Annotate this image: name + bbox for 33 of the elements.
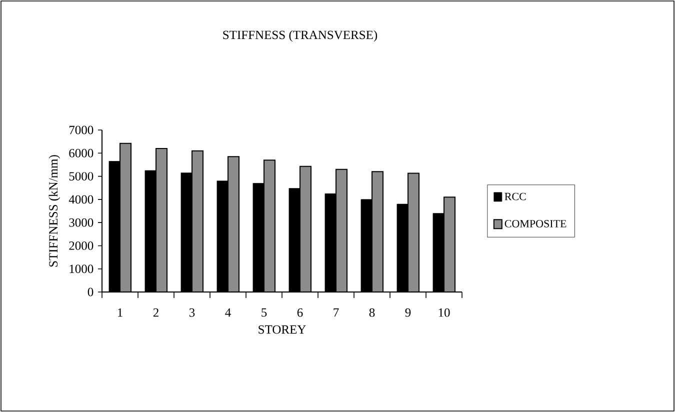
bar [156, 148, 168, 292]
y-tick-label: 7000 [69, 126, 94, 134]
y-tick-label: 3000 [69, 218, 94, 227]
x-tick-label: 7 [334, 308, 339, 317]
y-tick-label: 5000 [69, 172, 94, 181]
x-tick-label: 5 [262, 308, 267, 317]
x-tick-label: 9 [405, 308, 411, 317]
y-tick-label: 0 [88, 288, 94, 296]
x-tick-label: 10 [438, 308, 450, 317]
bar [300, 166, 312, 292]
bar [228, 156, 240, 292]
bar [120, 143, 132, 292]
bar [408, 173, 420, 292]
x-tick-label: 1 [118, 308, 122, 317]
x-tick-label: 3 [189, 308, 195, 317]
chart-title: STIFFNESS (TRANSVERSE) [223, 30, 378, 42]
y-tick-label: 2000 [69, 242, 94, 250]
x-tick-label: 4 [225, 308, 231, 317]
x-tick-label: 8 [369, 308, 375, 317]
y-tick-label: 6000 [69, 148, 94, 158]
y-tick-label: 4000 [68, 195, 94, 204]
x-axis-title: STOREY [258, 325, 306, 334]
bar [264, 160, 276, 292]
bar [444, 196, 456, 292]
y-tick-label: 1000 [70, 264, 94, 274]
bar [372, 172, 384, 292]
legend-label: RCC [504, 192, 526, 200]
x-tick-label: 6 [297, 308, 303, 317]
x-tick-label: 2 [153, 308, 158, 317]
bar [336, 169, 348, 292]
bar [192, 150, 204, 292]
y-axis-title: STIFFNESS (kN/mm) [48, 155, 60, 267]
legend-label: COMPOSITE [504, 220, 566, 228]
